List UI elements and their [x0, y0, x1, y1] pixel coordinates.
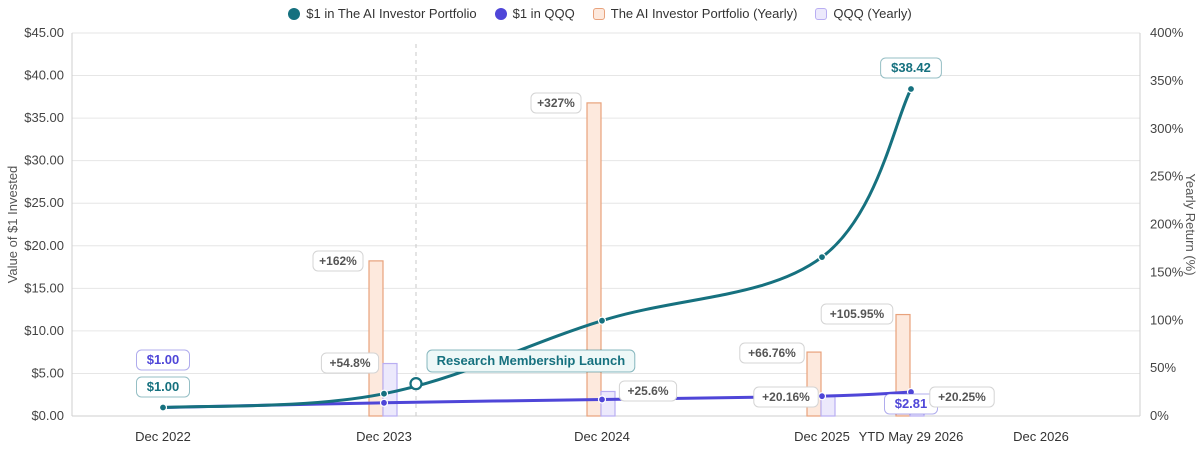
- label-portfolio-end-box: [880, 57, 942, 79]
- y-tick-left: $25.00: [24, 195, 64, 210]
- label-portfolio-end: $38.42: [891, 60, 931, 75]
- label-qqq-yearly-2024-box: [618, 380, 678, 402]
- label-portfolio-start: $1.00: [147, 379, 180, 394]
- y-tick-right: 50%: [1150, 360, 1176, 375]
- legend-swatch-qqq: [494, 7, 507, 20]
- annotation-label-box: [426, 349, 636, 373]
- y-tick-right: 200%: [1150, 217, 1184, 232]
- y-tick-left: $35.00: [24, 110, 64, 125]
- label-portfolio-yearly-2025: +66.76%: [748, 346, 796, 360]
- label-qqq-yearly-2023: +54.8%: [329, 356, 370, 370]
- legend-item-qqq[interactable]: $1 in QQQ: [494, 6, 575, 21]
- label-qqq-yearly-2023-box: [320, 352, 380, 374]
- point-portfolio: [906, 84, 916, 94]
- x-tick-label: Dec 2024: [574, 429, 630, 444]
- y-tick-right: 300%: [1150, 121, 1184, 136]
- y-tick-left: $10.00: [24, 323, 64, 338]
- label-qqq-end: $2.81: [895, 396, 928, 411]
- label-portfolio-start-box: [136, 376, 190, 398]
- label-portfolio-yearly-2024-box: [530, 92, 582, 114]
- label-qqq-yearly-2024: +25.6%: [627, 384, 668, 398]
- bar-portfolio-yearly: [368, 260, 384, 417]
- label-qqq-yearly-2025: +20.16%: [762, 390, 810, 404]
- label-qqq-start: $1.00: [147, 352, 180, 367]
- label-portfolio-yearly-ytd-box: [820, 303, 894, 325]
- legend: $1 in The AI Investor Portfolio $1 in QQ…: [0, 6, 1200, 21]
- legend-label-qqq: $1 in QQQ: [512, 6, 575, 21]
- x-tick-label: YTD May 29 2026: [859, 429, 964, 444]
- annotation-marker: [409, 377, 423, 391]
- x-tick-label: Dec 2026: [1013, 429, 1069, 444]
- point-qqq: [379, 398, 389, 407]
- y-axis-title-left: Value of $1 Invested: [5, 166, 20, 284]
- label-portfolio-yearly-2025-box: [739, 342, 805, 364]
- y-tick-right: 250%: [1150, 169, 1184, 184]
- y-tick-left: $45.00: [24, 25, 64, 40]
- y-tick-right: 150%: [1150, 264, 1184, 279]
- legend-swatch-portfolio: [288, 7, 301, 20]
- bar-qqq-yearly: [600, 390, 616, 417]
- y-tick-left: $0.00: [31, 408, 64, 423]
- point-portfolio: [158, 403, 168, 412]
- y-tick-left: $20.00: [24, 238, 64, 253]
- x-tick-label: Dec 2023: [356, 429, 412, 444]
- point-portfolio: [597, 316, 607, 325]
- label-qqq-yearly-2025-box: [753, 386, 819, 408]
- label-qqq-start-box: [136, 349, 190, 371]
- point-qqq: [597, 395, 607, 404]
- y-tick-left: $30.00: [24, 153, 64, 168]
- bar-portfolio-yearly: [895, 313, 911, 417]
- y-tick-left: $40.00: [24, 68, 64, 83]
- label-portfolio-yearly-2024: +327%: [537, 96, 575, 110]
- y-tick-right: 400%: [1150, 25, 1184, 40]
- legend-item-portfolio-yearly[interactable]: The AI Investor Portfolio (Yearly): [592, 6, 798, 21]
- x-tick-label: Dec 2025: [794, 429, 850, 444]
- bar-portfolio-yearly: [586, 102, 602, 417]
- y-tick-right: 0%: [1150, 408, 1169, 423]
- legend-swatch-portfolio-yearly: [592, 7, 605, 20]
- label-portfolio-yearly-2023: +162%: [319, 254, 357, 268]
- label-qqq-yearly-ytd: +20.25%: [938, 390, 986, 404]
- legend-label-qqq-yearly: QQQ (Yearly): [833, 6, 912, 21]
- label-portfolio-yearly-ytd: +105.95%: [830, 307, 885, 321]
- legend-label-portfolio-yearly: The AI Investor Portfolio (Yearly): [610, 6, 798, 21]
- legend-item-portfolio[interactable]: $1 in The AI Investor Portfolio: [288, 6, 477, 21]
- legend-label-portfolio: $1 in The AI Investor Portfolio: [306, 6, 477, 21]
- y-tick-right: 350%: [1150, 73, 1184, 88]
- point-qqq: [817, 392, 827, 401]
- annotation-label: Research Membership Launch: [437, 353, 626, 368]
- y-tick-left: $15.00: [24, 280, 64, 295]
- legend-swatch-qqq-yearly: [815, 7, 828, 20]
- x-tick-label: Dec 2022: [135, 429, 191, 444]
- label-qqq-yearly-ytd-box: [929, 386, 995, 408]
- point-portfolio: [817, 252, 827, 262]
- point-portfolio: [379, 389, 389, 398]
- y-axis-title-right: Yearly Return (%): [1183, 173, 1198, 275]
- y-tick-right: 100%: [1150, 312, 1184, 327]
- label-portfolio-yearly-2023-box: [312, 250, 364, 272]
- legend-item-qqq-yearly[interactable]: QQQ (Yearly): [815, 6, 912, 21]
- y-tick-left: $5.00: [31, 365, 64, 380]
